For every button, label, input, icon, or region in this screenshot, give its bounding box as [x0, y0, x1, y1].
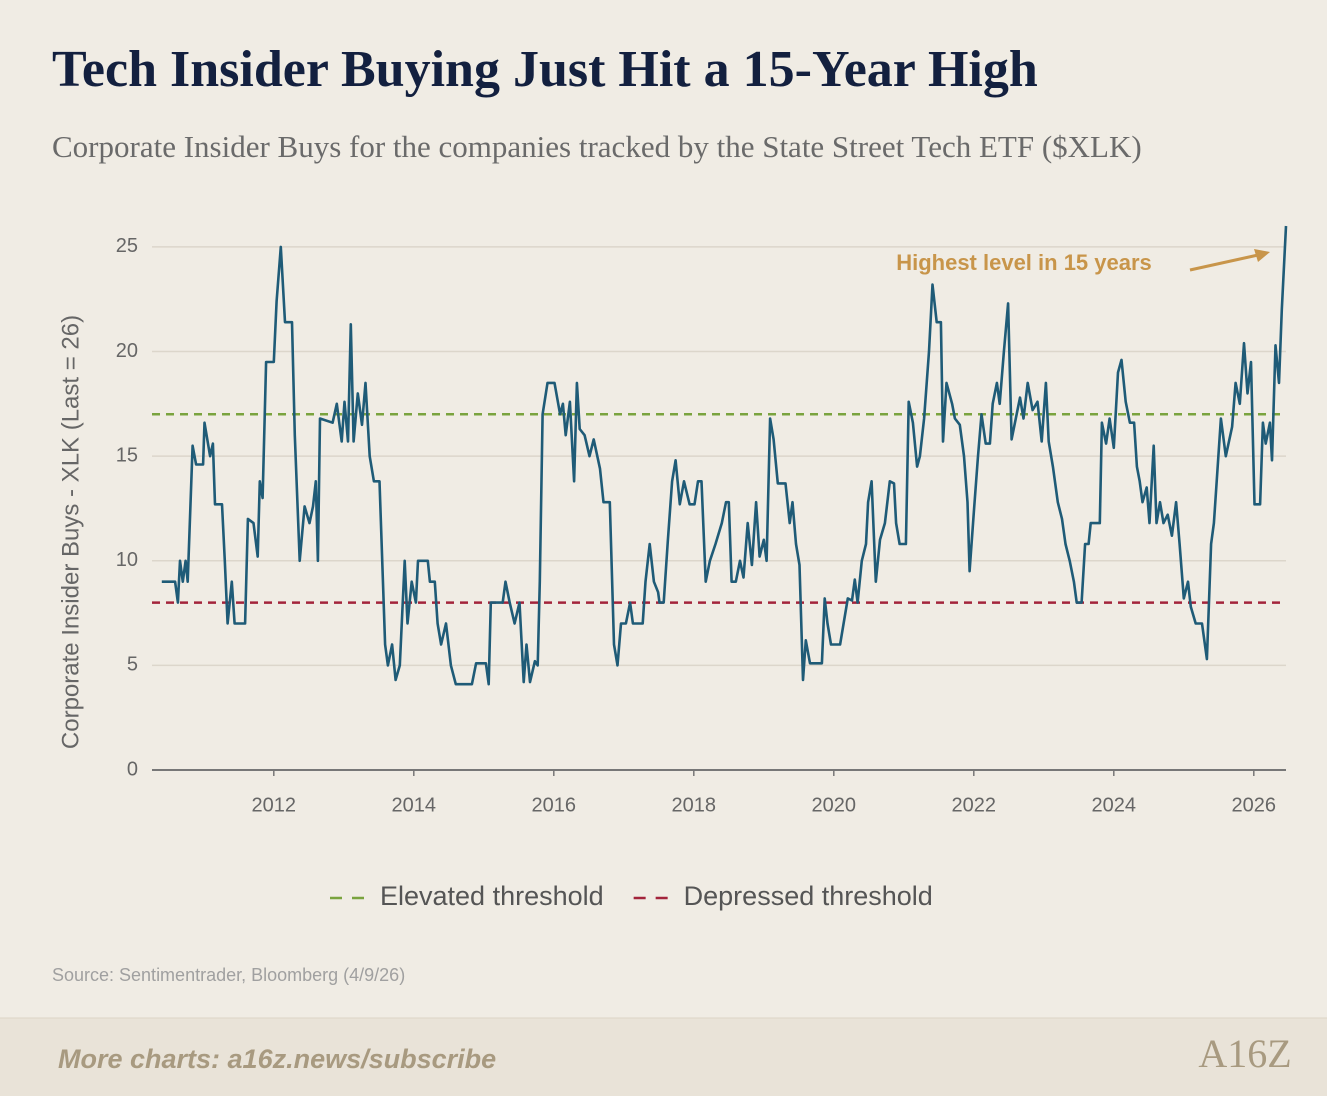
legend-label: Elevated threshold: [380, 881, 604, 911]
x-tick-label: 2016: [532, 794, 577, 816]
legend: Elevated threshold Depressed threshold: [330, 881, 933, 911]
annotation: Highest level in 15 years: [896, 250, 1152, 275]
x-tick-label: 2014: [392, 794, 437, 816]
footer-link: More charts: a16z.news/subscribe: [58, 1044, 496, 1074]
x-tick-label: 2024: [1092, 794, 1137, 816]
y-tick-label: 10: [116, 549, 138, 571]
y-tick-label: 20: [116, 340, 138, 362]
y-tick-label: 5: [127, 654, 138, 676]
annotation-arrow: [1189, 249, 1270, 272]
y-axis-label: Corporate Insider Buys - XLK (Last = 26): [57, 315, 84, 749]
chart-title: Tech Insider Buying Just Hit a 15-Year H…: [52, 41, 1038, 98]
x-tick-label: 2012: [252, 794, 297, 816]
x-tick-label: 2022: [952, 794, 997, 816]
legend-label: Depressed threshold: [684, 881, 933, 911]
footer-band: [0, 1018, 1327, 1096]
x-tick-label: 2026: [1232, 794, 1277, 816]
logo: A16Z: [1198, 1031, 1291, 1076]
chart-subtitle: Corporate Insider Buys for the companies…: [52, 129, 1142, 164]
data-line: [161, 225, 1288, 686]
y-tick-label: 25: [116, 235, 138, 257]
y-tick-label: 15: [116, 444, 138, 466]
y-tick-label: 0: [127, 758, 138, 780]
source: Source: Sentimentrader, Bloomberg (4/9/2…: [52, 965, 405, 985]
x-tick-label: 2020: [812, 794, 857, 816]
x-tick-label: 2018: [672, 794, 717, 816]
